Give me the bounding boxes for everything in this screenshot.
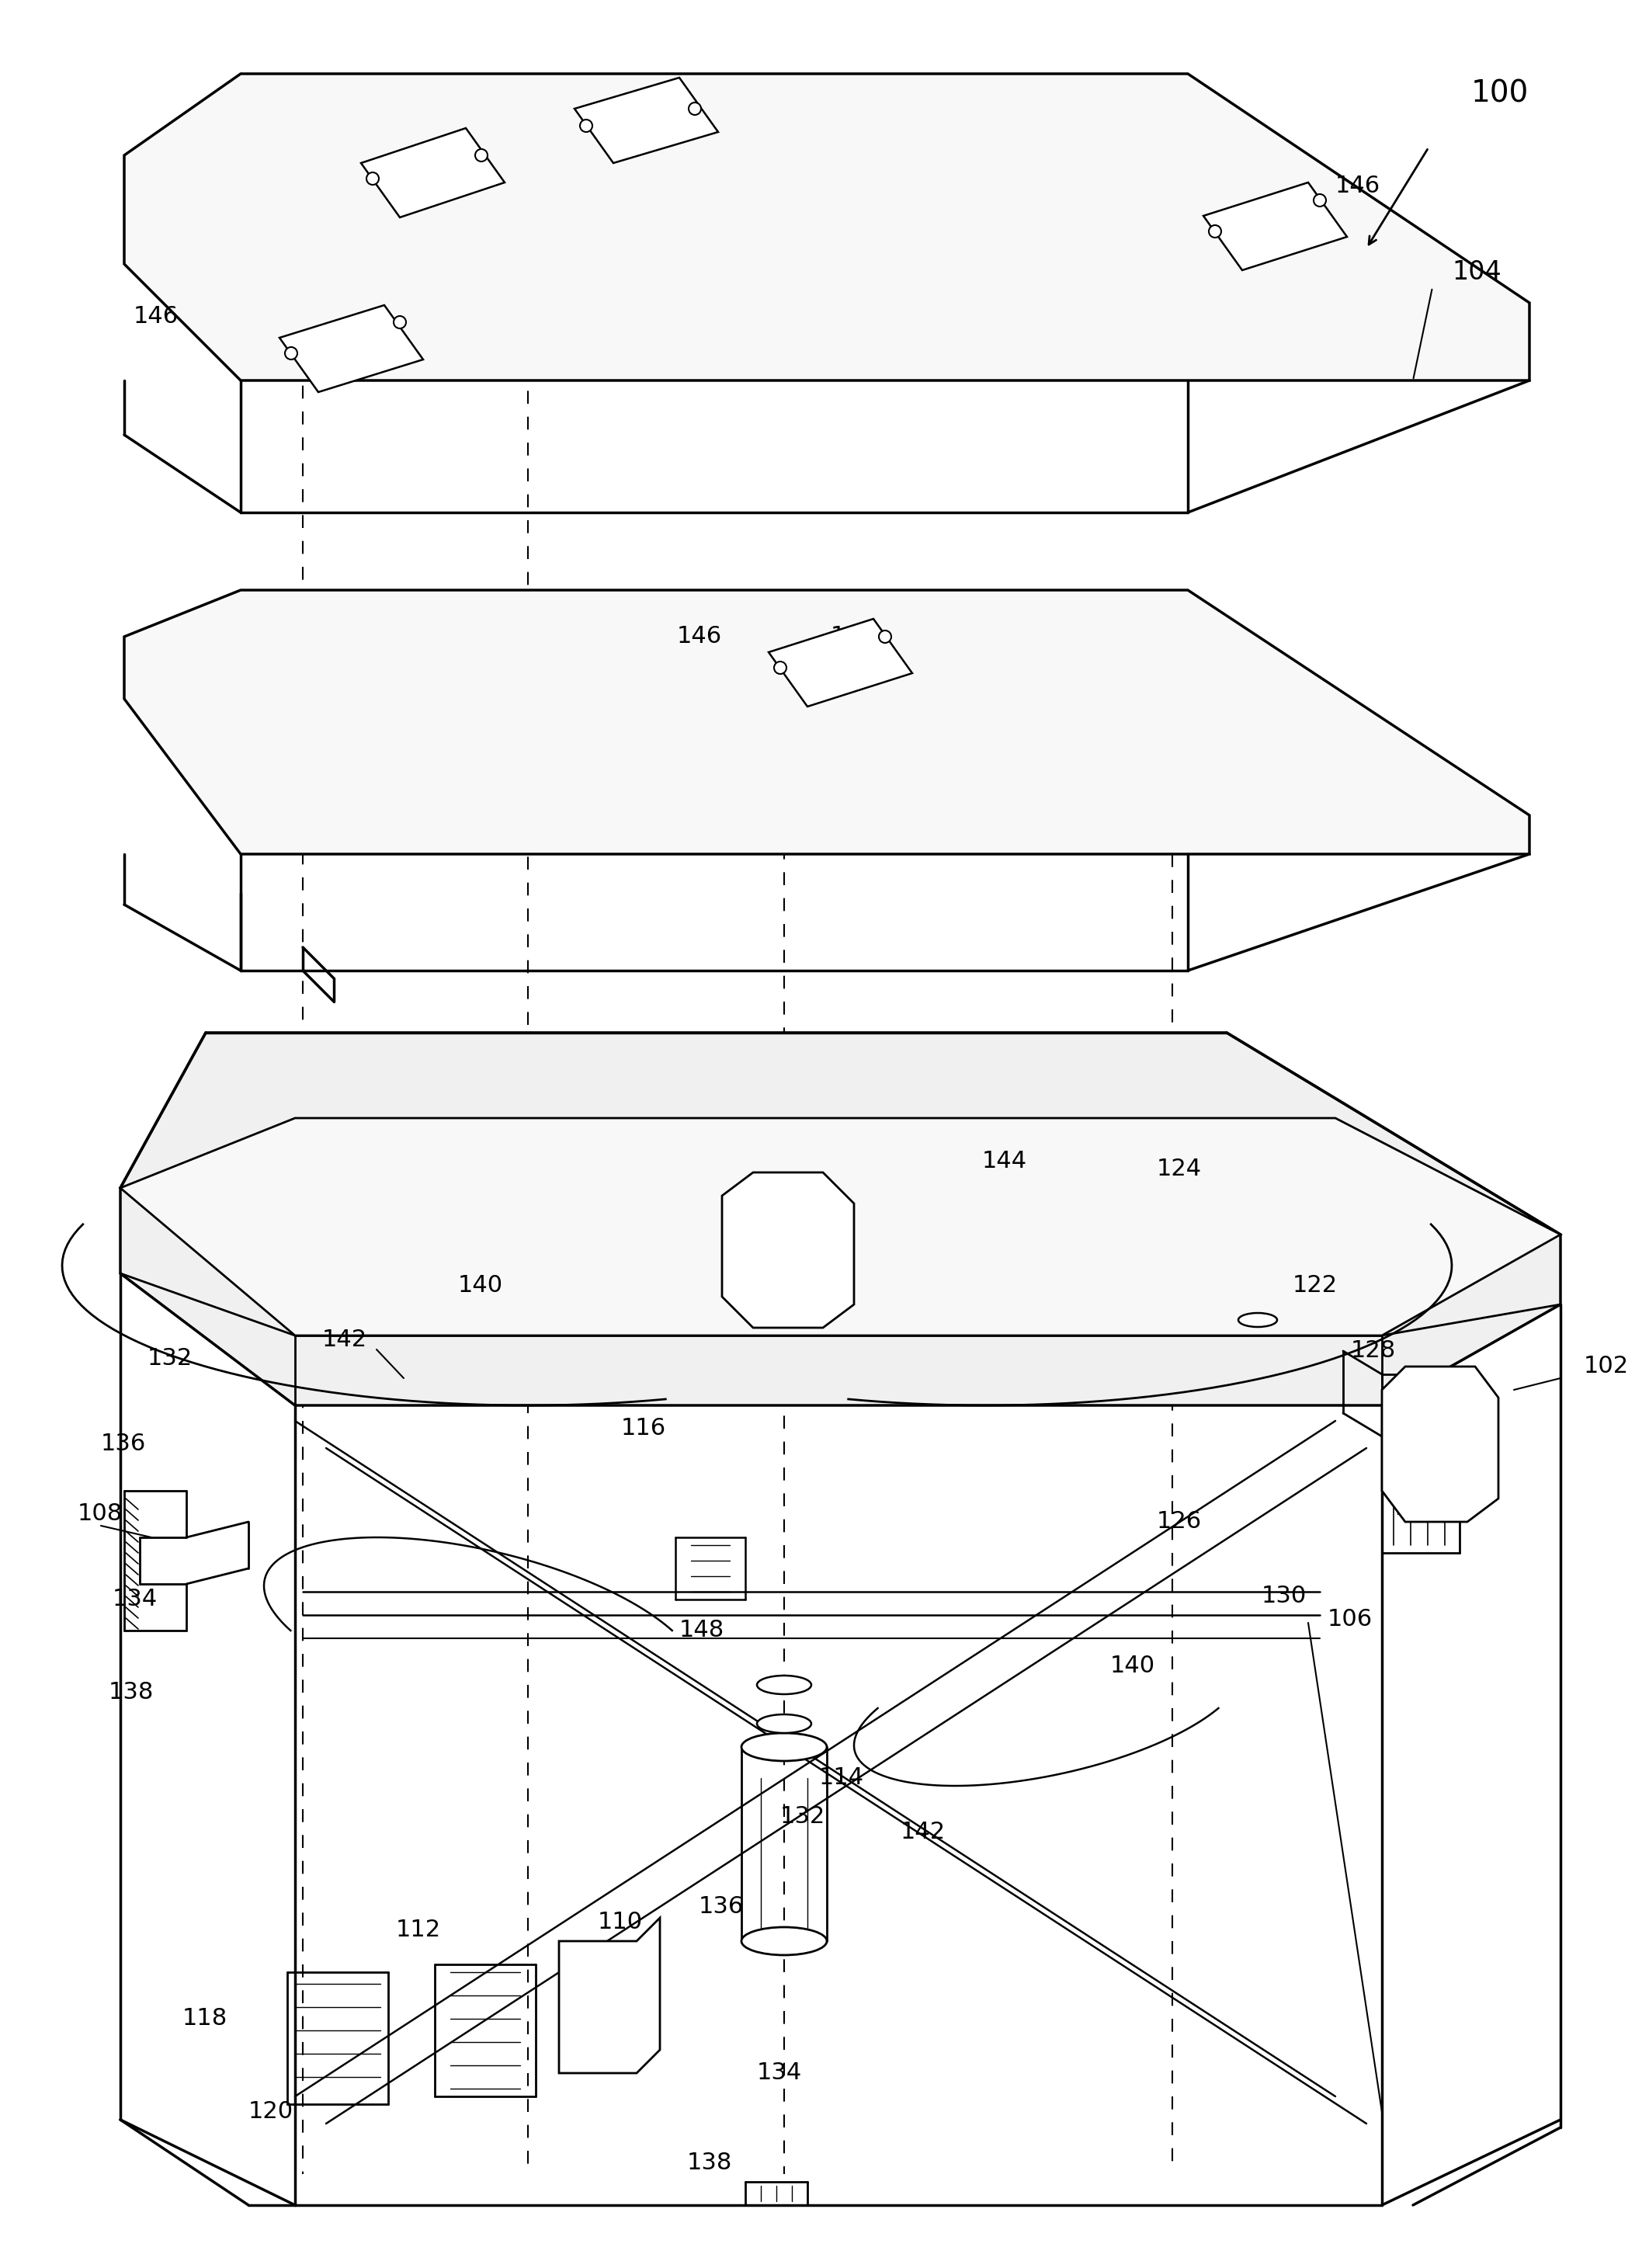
Circle shape	[366, 172, 379, 184]
Polygon shape	[124, 75, 1529, 381]
Text: 102: 102	[1583, 1356, 1629, 1377]
Text: 118: 118	[183, 2007, 228, 2030]
Circle shape	[580, 120, 592, 132]
Circle shape	[475, 150, 488, 161]
Text: 104: 104	[1451, 259, 1501, 284]
Circle shape	[879, 631, 890, 642]
Text: 142: 142	[900, 1821, 947, 1844]
Polygon shape	[574, 77, 717, 163]
Ellipse shape	[757, 1715, 811, 1733]
Text: 140: 140	[458, 1275, 503, 1297]
Polygon shape	[559, 1919, 660, 2073]
Text: 136: 136	[699, 1896, 744, 1916]
Text: 142: 142	[322, 1329, 368, 1352]
Text: 132: 132	[780, 1805, 826, 1828]
Text: 108: 108	[78, 1504, 124, 1526]
Text: 126: 126	[1158, 1510, 1202, 1533]
Circle shape	[1314, 195, 1326, 206]
Circle shape	[285, 347, 297, 361]
Text: 148: 148	[679, 1619, 724, 1642]
Text: 100: 100	[1471, 79, 1529, 109]
Ellipse shape	[742, 1928, 826, 1955]
Polygon shape	[361, 127, 505, 218]
Polygon shape	[120, 1118, 1560, 1336]
Text: 134: 134	[112, 1588, 158, 1610]
Text: 132: 132	[147, 1347, 193, 1370]
Text: 114: 114	[820, 1767, 864, 1789]
Text: 112: 112	[396, 1919, 440, 1941]
Ellipse shape	[757, 1676, 811, 1694]
Text: 138: 138	[109, 1681, 153, 1703]
Text: 106: 106	[1327, 1608, 1372, 1631]
Polygon shape	[768, 619, 912, 708]
Text: 146: 146	[1336, 175, 1380, 197]
Text: 146: 146	[645, 91, 689, 111]
Text: 146: 146	[831, 626, 876, 649]
Polygon shape	[120, 1032, 1560, 1406]
Text: 134: 134	[757, 2062, 801, 2084]
Ellipse shape	[742, 1733, 826, 1760]
Text: 144: 144	[1405, 1402, 1451, 1424]
Polygon shape	[722, 1173, 854, 1327]
Text: 140: 140	[1110, 1653, 1156, 1676]
Text: 130: 130	[1261, 1585, 1306, 1606]
Text: 122: 122	[1293, 1275, 1337, 1297]
Circle shape	[773, 662, 787, 674]
Text: 146: 146	[134, 306, 178, 329]
Text: 138: 138	[688, 2150, 732, 2173]
Text: 146: 146	[676, 626, 722, 649]
Circle shape	[689, 102, 701, 116]
Circle shape	[394, 315, 406, 329]
Polygon shape	[279, 306, 424, 392]
Text: 128: 128	[1351, 1340, 1397, 1363]
Text: 144: 144	[983, 1150, 1027, 1173]
Polygon shape	[1204, 181, 1347, 270]
Polygon shape	[124, 590, 1529, 855]
Ellipse shape	[1238, 1313, 1276, 1327]
Text: 116: 116	[622, 1418, 666, 1440]
Text: 124: 124	[1158, 1157, 1202, 1179]
Text: 110: 110	[599, 1910, 643, 1932]
Text: 136: 136	[101, 1433, 147, 1456]
Text: 120: 120	[249, 2100, 294, 2123]
Polygon shape	[1382, 1368, 1499, 1522]
Circle shape	[1209, 225, 1222, 238]
